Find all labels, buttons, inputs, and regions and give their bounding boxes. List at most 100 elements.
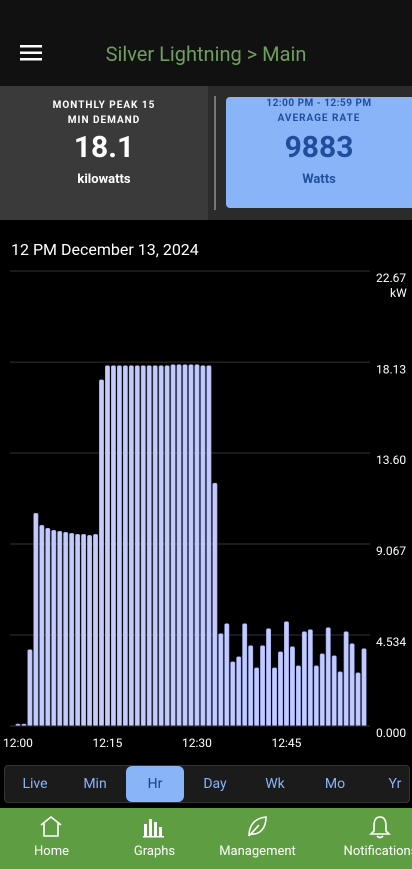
bar: [230, 661, 236, 727]
bar: [272, 667, 277, 727]
bar: [170, 364, 176, 727]
bar: [331, 655, 337, 727]
bar: [182, 364, 188, 727]
period-tab[interactable]: Day: [203, 776, 227, 792]
bar: [39, 524, 45, 727]
period-tab[interactable]: Min: [83, 776, 107, 792]
bar: [266, 628, 272, 727]
bar: [218, 633, 224, 727]
bottom-nav: Home Graphs Management Notifications: [0, 808, 412, 869]
bar: [301, 631, 307, 727]
nav-item[interactable]: Notifications: [329, 808, 412, 869]
bar: [116, 365, 122, 727]
bar: [158, 365, 164, 727]
bar: [146, 365, 152, 727]
bar: [57, 531, 63, 727]
bar: [307, 629, 313, 727]
bar: [93, 534, 98, 727]
period-tab[interactable]: Hr: [126, 766, 184, 802]
card-value: 9883: [284, 130, 354, 165]
y-tick-label: 4.534: [376, 635, 406, 649]
bar: [337, 671, 343, 727]
nav-icon: [40, 815, 62, 837]
bar: [343, 631, 349, 727]
bar: [63, 532, 69, 727]
bar: [361, 648, 367, 727]
bar: [278, 651, 283, 727]
nav-icon: [143, 819, 164, 838]
y-tick-label: 22.67: [376, 271, 406, 285]
bar: [188, 364, 194, 727]
card-unit: kilowatts: [77, 172, 131, 187]
bar: [134, 365, 140, 727]
bar: [45, 528, 51, 727]
nav-item[interactable]: Management: [206, 808, 309, 869]
nav-label: Graphs: [133, 844, 176, 859]
bar: [99, 379, 104, 727]
x-tick-label: 12:00: [3, 736, 33, 750]
bar: [51, 530, 57, 727]
bar: [87, 535, 93, 727]
nav-icon: [369, 816, 391, 839]
nav-item[interactable]: Graphs: [103, 808, 206, 869]
bar: [122, 365, 128, 727]
bar: [164, 365, 170, 727]
card-label: MONTHLY PEAK 15 MIN DEMAND: [52, 100, 156, 126]
period-tab[interactable]: Yr: [388, 776, 402, 792]
bar: [33, 512, 39, 727]
period-tab[interactable]: Mo: [324, 776, 346, 792]
card-label: AVERAGE RATE: [277, 113, 361, 124]
card-value: 18.1: [73, 130, 135, 165]
bar: [206, 365, 212, 727]
bar: [128, 365, 134, 727]
header: Silver Lightning > Main: [0, 0, 412, 86]
bar: [140, 365, 146, 727]
bar: [69, 533, 75, 727]
x-tick-label: 12:30: [182, 736, 212, 750]
bar: [349, 643, 355, 727]
bar: [224, 623, 230, 727]
bar: [75, 534, 81, 727]
y-tick-label: 18.13: [376, 362, 406, 376]
bar: [81, 534, 87, 727]
x-tick-label: 12:15: [93, 736, 123, 750]
x-tick-label: 12:45: [272, 736, 302, 750]
bar: [200, 365, 206, 727]
bar: [212, 482, 218, 727]
bar: [105, 365, 110, 727]
bar: [325, 627, 331, 727]
bar: [319, 653, 325, 727]
nav-label: Home: [34, 844, 69, 859]
bar: [254, 667, 260, 727]
card-unit: Watts: [302, 172, 336, 187]
card-range: 12:00 PM - 12:59 PM: [266, 98, 372, 109]
bar: [355, 672, 361, 727]
y-tick-label: 0.000: [376, 726, 406, 740]
chart-title: 12 PM December 13, 2024: [11, 240, 199, 259]
bar: [27, 649, 33, 727]
menu-icon[interactable]: [20, 44, 42, 62]
bar: [260, 645, 266, 727]
nav-label: Notifications: [343, 844, 412, 859]
period-tabs: Live Min Hr Day Wk Mo Yr: [4, 765, 410, 803]
nav-item[interactable]: Home: [0, 808, 103, 869]
period-tab[interactable]: Live: [22, 776, 48, 792]
bar: [284, 621, 289, 727]
bar: [248, 645, 254, 727]
bar: [194, 364, 200, 727]
peak-card: MONTHLY PEAK 15 MIN DEMAND 18.1 kilowatt…: [0, 86, 208, 220]
y-tick-label: 9.067: [376, 544, 406, 558]
nav-icon: [248, 816, 267, 837]
period-tab[interactable]: Wk: [265, 776, 285, 792]
rate-card[interactable]: 12:00 PM - 12:59 PM AVERAGE RATE 9883 Wa…: [226, 97, 412, 208]
y-unit: kW: [390, 286, 407, 300]
bar: [236, 656, 242, 727]
bar: [242, 623, 248, 727]
summary-cards: MONTHLY PEAK 15 MIN DEMAND 18.1 kilowatt…: [0, 86, 412, 220]
bar: [313, 665, 319, 727]
bar: [152, 365, 158, 727]
chart: 12 PM December 13, 2024 0.000 4.534 9.067 1…: [3, 240, 407, 750]
bar: [110, 365, 116, 727]
y-tick-label: 13.60: [376, 453, 406, 467]
